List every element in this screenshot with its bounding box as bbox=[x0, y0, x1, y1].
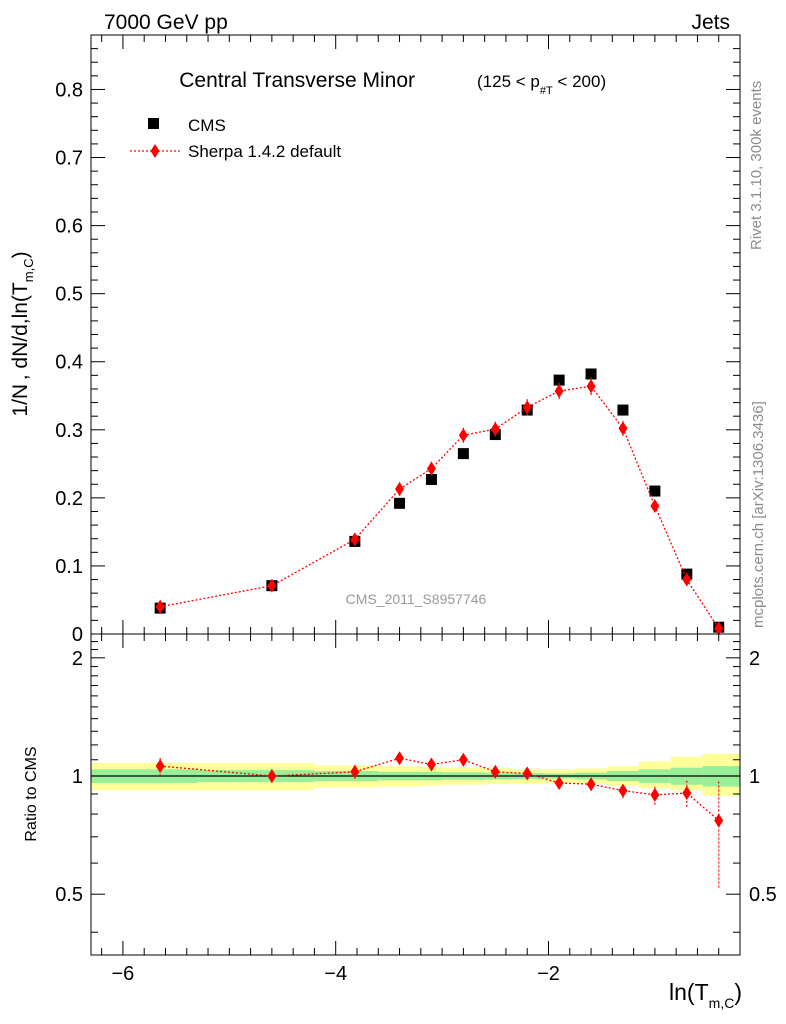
mcplots-label: mcplots.cern.ch [arXiv:1306.3436] bbox=[750, 401, 767, 628]
x-tick-label: −4 bbox=[324, 963, 347, 985]
sherpa-point bbox=[395, 482, 405, 497]
cms-point bbox=[425, 473, 437, 485]
y-tick-label: 0.6 bbox=[55, 216, 83, 238]
ratio-y-tick-label: 0.5 bbox=[55, 884, 83, 906]
sherpa-point bbox=[490, 422, 500, 437]
y-tick-label: 0.3 bbox=[55, 420, 83, 442]
ratio-frame bbox=[90, 633, 741, 956]
title-cut-prefix: (125 < p bbox=[477, 72, 540, 91]
sherpa-point bbox=[586, 379, 596, 394]
ratio-uncertainty-bands bbox=[91, 753, 740, 796]
x-tick-label: −6 bbox=[112, 963, 135, 985]
rivet-label: Rivet 3.1.10, 300k events bbox=[748, 81, 765, 250]
sherpa-point bbox=[650, 499, 660, 514]
ratio-sherpa-point bbox=[395, 751, 405, 766]
legend-cms-marker bbox=[148, 118, 159, 129]
ratio-axis-ticks: 0.5 0.5 1 1 2 2 −6 −4 −2 bbox=[55, 634, 777, 985]
ratio-sherpa-point bbox=[426, 757, 436, 772]
ylabel-mid: , dN/d,ln(T bbox=[9, 282, 32, 380]
xlabel: ln(Tm,C) bbox=[669, 979, 742, 1011]
ratio-sherpa-point bbox=[650, 787, 660, 802]
sherpa-point bbox=[426, 461, 436, 476]
cms-point bbox=[457, 448, 469, 460]
sherpa-point bbox=[714, 621, 724, 636]
ratio-sherpa-point bbox=[267, 769, 277, 784]
ratio-y-tick-label: 1 bbox=[72, 766, 83, 788]
main-axis-ticks: 0 0.1 0.2 0.3 0.4 0.5 0.6 0.7 0.8 bbox=[55, 34, 741, 646]
y-tick-label: 0.5 bbox=[55, 284, 83, 306]
ratio-y-tick-label-right: 2 bbox=[749, 648, 760, 670]
sherpa-point bbox=[267, 578, 277, 593]
ratio-y-tick-label-right: 1 bbox=[749, 766, 760, 788]
cms-point bbox=[617, 404, 629, 416]
y-tick-label: 0.8 bbox=[55, 79, 83, 101]
sherpa-point bbox=[618, 421, 628, 436]
ratio-sherpa-point bbox=[522, 766, 532, 781]
title-cut-sub: #T bbox=[540, 85, 553, 97]
y-tick-label: 0.1 bbox=[55, 556, 83, 578]
ratio-sherpa-point bbox=[458, 752, 468, 767]
chart-title: Central Transverse Minor bbox=[179, 69, 415, 92]
ratio-sherpa-point bbox=[155, 759, 165, 774]
sherpa-point bbox=[522, 400, 532, 415]
ratio-sherpa-point bbox=[714, 813, 724, 828]
cms-point bbox=[585, 368, 597, 380]
header-left: 7000 GeV pp bbox=[104, 11, 228, 34]
ratio-sherpa-point bbox=[682, 786, 692, 801]
y-tick-label: 0.4 bbox=[55, 352, 83, 374]
sherpa-point bbox=[554, 383, 564, 398]
ratio-y-tick-label-right: 0.5 bbox=[749, 884, 777, 906]
ratio-data-marks bbox=[91, 751, 740, 888]
cms-point bbox=[553, 374, 565, 386]
legend-cms-label: CMS bbox=[188, 116, 226, 135]
title-cut: (125 < p#T < 200) bbox=[477, 72, 606, 97]
xlabel-main: ln(T bbox=[669, 979, 709, 1005]
main-data-marks bbox=[154, 368, 725, 636]
cms-point bbox=[394, 497, 406, 509]
legend: CMS Sherpa 1.4.2 default bbox=[130, 116, 341, 161]
ratio-sherpa-point bbox=[554, 775, 564, 790]
x-tick-label: −2 bbox=[537, 963, 560, 985]
ylabel-sub: m,C bbox=[21, 258, 36, 282]
ratio-y-tick-label: 2 bbox=[72, 648, 83, 670]
ylabel-main: 1/N bbox=[9, 384, 32, 417]
main-ylabel: 1/N , dN/d,ln(Tm,C) bbox=[9, 251, 36, 416]
y-tick-label: 0.7 bbox=[55, 148, 83, 170]
xlabel-close: ) bbox=[734, 979, 742, 1005]
y-tick-label: 0 bbox=[72, 624, 83, 646]
ratio-sherpa-line bbox=[160, 757, 720, 822]
main-panel: 0 0.1 0.2 0.3 0.4 0.5 0.6 0.7 0.8 Central Transv… bbox=[55, 34, 741, 646]
ratio-ylabel: Ratio to CMS bbox=[23, 746, 40, 841]
ratio-sherpa-point bbox=[618, 783, 628, 798]
ratio-sherpa-point bbox=[350, 764, 360, 779]
y-tick-label: 0.2 bbox=[55, 488, 83, 510]
ylabel-close: ) bbox=[9, 251, 32, 258]
sherpa-point bbox=[682, 572, 692, 587]
title-cut-suffix: < 200) bbox=[553, 72, 606, 91]
sherpa-point bbox=[458, 428, 468, 443]
legend-sherpa-marker bbox=[150, 144, 160, 158]
ratio-sherpa-point bbox=[586, 777, 596, 792]
sherpa-point bbox=[350, 532, 360, 547]
analysis-watermark: CMS_2011_S8957746 bbox=[346, 591, 487, 607]
sherpa-point bbox=[155, 599, 165, 614]
legend-sherpa-label: Sherpa 1.4.2 default bbox=[188, 142, 341, 161]
ratio-panel: 0.5 0.5 1 1 2 2 −6 −4 −2 bbox=[55, 633, 777, 985]
header-right: Jets bbox=[691, 11, 730, 34]
ratio-sherpa-point bbox=[490, 764, 500, 779]
xlabel-sub: m,C bbox=[709, 995, 735, 1011]
cms-point bbox=[649, 485, 661, 497]
